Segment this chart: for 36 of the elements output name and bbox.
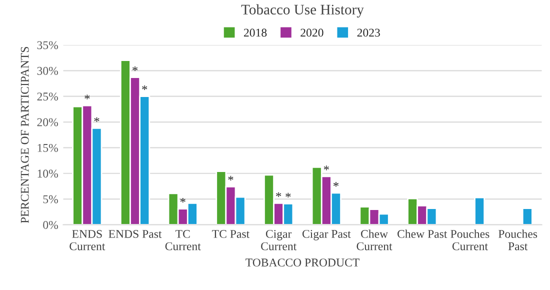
annotation: * [84, 94, 90, 100]
annotation: * [333, 182, 339, 187]
annotation: * [276, 192, 282, 197]
x-tick-label: ENDS Current [70, 230, 106, 250]
x-tick-label: TC Current [165, 230, 201, 250]
annotation: * [324, 166, 329, 170]
annotation: * [94, 117, 100, 122]
annotation: * [286, 192, 291, 198]
y-tick-label: 20% [37, 118, 58, 126]
x-tick-label: TC Past [212, 230, 250, 238]
legend-label: 2023 [357, 28, 380, 37]
y-tick-label: 15% [38, 144, 58, 152]
annotation: * [180, 198, 186, 203]
bar [474, 196, 486, 225]
x-axis-title: TOBACCO PRODUCT [246, 258, 360, 267]
x-tick-label: Chew Past [398, 230, 448, 238]
annotation: * [132, 66, 138, 72]
x-tick-label: ENDS Past [108, 230, 162, 238]
y-axis-title: PERCENTAGE OF PARTICIPANTS [20, 46, 29, 224]
annotation: * [142, 85, 148, 90]
annotation: * [228, 176, 234, 180]
y-tick-label: 0% [43, 220, 58, 229]
x-tick-label: Pouches Past [498, 230, 538, 250]
legend-label: 2020 [300, 28, 324, 37]
y-tick-label: 25% [37, 92, 58, 101]
x-tick-label: Cigar Past [302, 230, 351, 240]
x-tick-label: Cigar Current [261, 230, 297, 250]
y-tick-label: 35% [37, 41, 58, 50]
y-tick-label: 10% [38, 170, 58, 178]
y-tick-label: 5% [43, 195, 58, 204]
x-tick-label: Pouches Current [450, 230, 490, 250]
legend-label: 2018 [244, 28, 267, 37]
bar [522, 208, 533, 225]
y-tick-label: 30% [37, 66, 58, 75]
chart-title: Tobacco Use History [241, 4, 364, 18]
x-tick-label: Chew Current [356, 230, 392, 250]
